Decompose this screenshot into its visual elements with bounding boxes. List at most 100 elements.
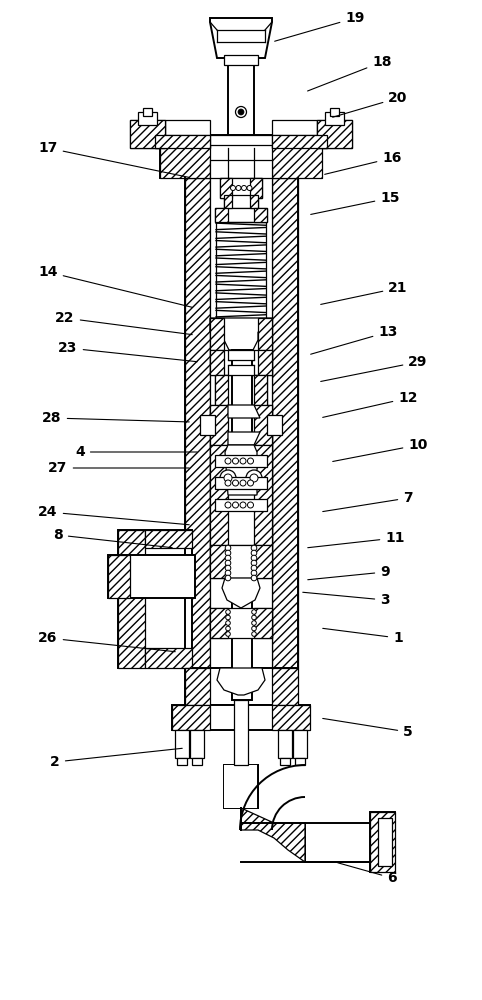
Bar — [370, 812, 395, 872]
Bar — [138, 112, 157, 125]
Circle shape — [247, 502, 254, 508]
Bar — [108, 555, 130, 598]
Text: 11: 11 — [308, 531, 405, 548]
Bar — [278, 730, 292, 758]
Text: 13: 13 — [311, 325, 398, 354]
Circle shape — [226, 610, 230, 614]
Circle shape — [232, 502, 239, 508]
Circle shape — [225, 502, 231, 508]
Bar — [210, 178, 272, 668]
Circle shape — [251, 545, 257, 551]
Bar — [224, 55, 258, 65]
Circle shape — [224, 474, 232, 482]
Bar — [220, 178, 262, 198]
Bar — [272, 668, 298, 705]
Bar — [224, 195, 232, 208]
Bar — [272, 178, 298, 668]
Circle shape — [238, 109, 244, 115]
Bar — [317, 120, 352, 148]
Text: 17: 17 — [38, 141, 189, 177]
Bar — [172, 705, 210, 730]
Bar — [210, 405, 272, 445]
Bar — [232, 350, 252, 700]
Circle shape — [251, 565, 257, 571]
Circle shape — [252, 626, 256, 631]
Bar — [317, 120, 352, 148]
Polygon shape — [228, 432, 260, 445]
Text: 12: 12 — [323, 391, 418, 417]
Text: 20: 20 — [333, 91, 408, 117]
Bar — [228, 365, 254, 375]
Bar — [305, 823, 380, 862]
Bar — [254, 445, 272, 545]
Circle shape — [225, 550, 231, 556]
Circle shape — [225, 570, 231, 576]
Bar — [224, 195, 258, 208]
Bar — [254, 405, 272, 445]
Text: 8: 8 — [53, 528, 172, 548]
Bar — [228, 58, 254, 165]
Bar — [155, 135, 210, 148]
Circle shape — [225, 555, 231, 561]
Bar — [210, 445, 228, 545]
Bar — [210, 135, 272, 145]
Text: 4: 4 — [75, 445, 197, 459]
Bar — [160, 135, 322, 178]
Bar — [254, 608, 272, 638]
Bar — [254, 545, 272, 578]
Bar — [185, 178, 210, 668]
Text: 5: 5 — [323, 718, 413, 739]
Circle shape — [247, 186, 252, 190]
Bar — [272, 705, 310, 730]
Bar — [130, 120, 165, 148]
Bar — [293, 730, 307, 758]
Bar — [130, 120, 165, 148]
Bar — [220, 178, 232, 198]
Circle shape — [226, 632, 230, 636]
Polygon shape — [222, 578, 260, 608]
Bar — [200, 415, 215, 435]
Circle shape — [252, 621, 256, 625]
Text: 24: 24 — [38, 505, 189, 525]
Polygon shape — [225, 445, 257, 495]
Bar — [325, 112, 344, 125]
Bar — [210, 350, 224, 375]
Text: 16: 16 — [325, 151, 402, 174]
Bar — [215, 455, 267, 467]
Circle shape — [226, 615, 230, 620]
Bar — [145, 648, 192, 668]
Bar — [250, 178, 262, 198]
Polygon shape — [241, 808, 305, 862]
Circle shape — [241, 186, 246, 190]
Bar — [215, 208, 228, 222]
Text: 10: 10 — [333, 438, 428, 461]
Text: 23: 23 — [58, 341, 197, 362]
Bar — [192, 758, 202, 765]
Text: 2: 2 — [50, 748, 182, 769]
Circle shape — [247, 458, 254, 464]
Circle shape — [230, 186, 236, 190]
Bar — [267, 415, 282, 435]
Text: 22: 22 — [55, 311, 192, 335]
Bar — [215, 208, 267, 222]
Bar — [215, 375, 267, 405]
Text: 7: 7 — [323, 491, 413, 512]
Bar — [210, 318, 224, 350]
Bar — [118, 530, 192, 668]
Polygon shape — [224, 765, 258, 808]
Text: 9: 9 — [308, 565, 390, 580]
Bar — [210, 608, 228, 638]
Bar — [172, 705, 310, 730]
Circle shape — [251, 560, 257, 566]
Bar — [370, 812, 395, 872]
Circle shape — [232, 458, 239, 464]
Polygon shape — [228, 405, 260, 418]
Circle shape — [251, 575, 257, 581]
Bar — [215, 477, 267, 489]
Bar — [228, 350, 254, 360]
Bar — [210, 350, 272, 375]
Polygon shape — [217, 668, 265, 695]
Polygon shape — [210, 18, 272, 58]
Circle shape — [252, 615, 256, 620]
Bar — [330, 108, 339, 116]
